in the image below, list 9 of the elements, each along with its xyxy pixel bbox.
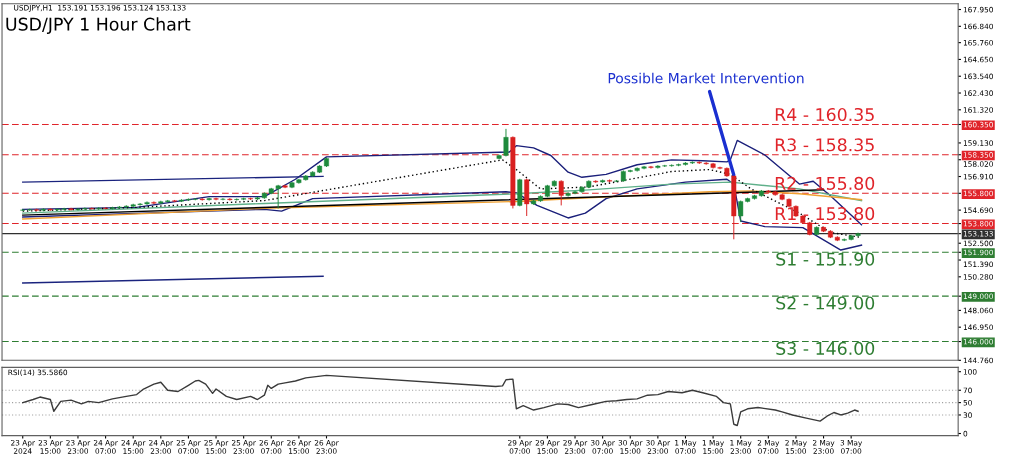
text: USD/JPY 1 Hour Chart: [6, 17, 191, 34]
ref-line-label: S1 - 151.90: [776, 252, 875, 266]
ref-line-label: R2 - 155.80: [775, 176, 875, 190]
ref-line-label: R4 - 160.35: [775, 107, 874, 122]
line-series: [22, 374, 859, 427]
annotation: Possible Market Intervention: [608, 72, 804, 84]
ref-line-label: R3 - 158.35: [775, 138, 874, 152]
ref-line-label: S3 - 146.00: [776, 341, 875, 355]
ref-line-label: S2 - 149.00: [776, 296, 875, 310]
